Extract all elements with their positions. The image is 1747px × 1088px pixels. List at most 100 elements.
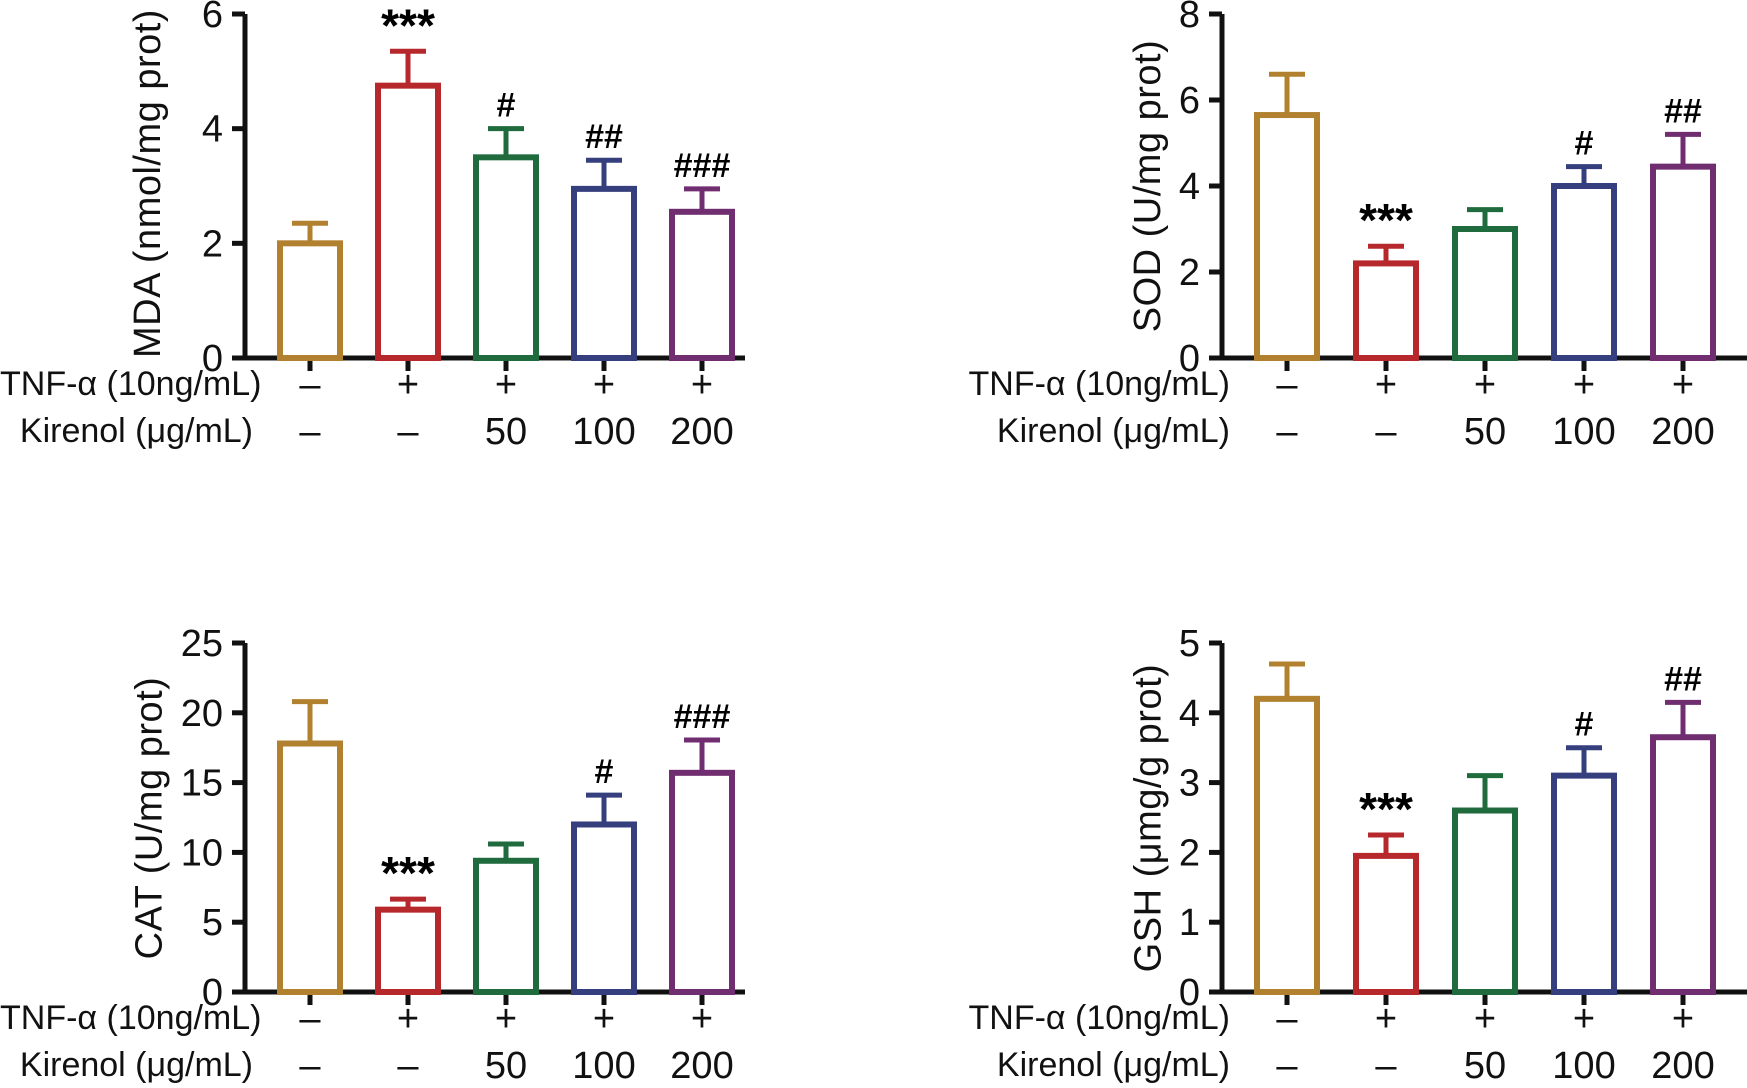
chart-cat: 0 5 10 15 20 25 – – *** + – +50 # +100 ### +200: [181, 623, 745, 1087]
annotation-value: +: [1672, 364, 1694, 406]
bar: [1452, 807, 1518, 996]
annotation-value: 200: [670, 411, 733, 453]
significance-marker: ##: [585, 118, 623, 156]
row-label-kirenol-mda: Kirenol (μg/mL): [19, 412, 253, 450]
annotation-value: 50: [485, 1045, 527, 1087]
bar: [669, 208, 735, 361]
significance-marker: #: [497, 87, 516, 125]
annotation-value: 100: [572, 411, 635, 453]
significance-marker: ***: [381, 0, 435, 51]
y-tick-label: 4: [1179, 693, 1200, 735]
row-label-tnf-sod: TNF-α (10ng/mL): [968, 365, 1230, 403]
bar: [375, 906, 441, 995]
chart-gsh: 0 1 2 3 4 5 – – *** + – +50 # +100 ## +200: [1179, 623, 1747, 1087]
row-label-kirenol-gsh: Kirenol (μg/mL): [996, 1046, 1230, 1084]
significance-marker: ***: [381, 847, 435, 899]
annotation-value: –: [299, 998, 321, 1040]
y-tick-label: 6: [1179, 80, 1200, 122]
y-tick-label: 25: [181, 623, 223, 665]
y-tick-label: 0: [202, 338, 223, 380]
annotation-value: +: [1573, 364, 1595, 406]
annotation-value: 50: [1464, 411, 1506, 453]
annotation-value: –: [299, 411, 321, 453]
significance-marker: ###: [674, 698, 731, 736]
y-axis-label-mda: MDA (nmol/mg prot): [127, 9, 169, 358]
bar: [1650, 734, 1716, 995]
annotation-value: 100: [1552, 411, 1615, 453]
bar: [277, 740, 343, 996]
annotation-value: +: [1573, 998, 1595, 1040]
y-tick-label: 2: [202, 223, 223, 265]
annotation-value: +: [1672, 998, 1694, 1040]
bar: [1254, 695, 1320, 996]
bar: [1551, 772, 1617, 995]
y-axis-label-cat: CAT (U/mg prot): [128, 676, 171, 960]
bar: [571, 821, 637, 995]
y-tick-label: 0: [1179, 972, 1200, 1014]
y-tick-label: 0: [202, 972, 223, 1014]
y-tick-label: 8: [1179, 0, 1200, 36]
bar: [1551, 183, 1617, 361]
bar: [473, 857, 539, 995]
bar: [1353, 260, 1419, 361]
y-tick-label: 4: [202, 109, 223, 151]
bar: [571, 185, 637, 361]
significance-marker: ##: [1664, 92, 1702, 130]
annotation-value: +: [1474, 364, 1496, 406]
y-tick-label: 0: [1179, 338, 1200, 380]
bar: [1452, 226, 1518, 361]
annotation-value: –: [1375, 1045, 1397, 1087]
annotation-value: +: [1474, 998, 1496, 1040]
row-label-kirenol-sod: Kirenol (μg/mL): [996, 412, 1230, 450]
annotation-value: +: [495, 998, 517, 1040]
y-tick-label: 2: [1179, 252, 1200, 294]
annotation-value: 100: [572, 1045, 635, 1087]
y-tick-label: 1: [1179, 902, 1200, 944]
significance-marker: ***: [1359, 783, 1413, 835]
chart-sod: 0 2 4 6 8 – – *** + – +50 # +100 ## +200: [1179, 0, 1747, 453]
bar: [473, 154, 539, 361]
significance-marker: #: [595, 753, 614, 791]
annotation-value: +: [397, 364, 419, 406]
annotation-value: +: [1375, 998, 1397, 1040]
significance-marker: ***: [1359, 194, 1413, 246]
annotation-value: +: [593, 364, 615, 406]
annotation-value: –: [1276, 1045, 1298, 1087]
y-tick-label: 15: [181, 763, 223, 805]
y-tick-label: 20: [181, 693, 223, 735]
row-label-kirenol-cat: Kirenol (μg/mL): [19, 1046, 253, 1084]
annotation-value: –: [1276, 364, 1298, 406]
bar: [1353, 852, 1419, 996]
y-tick-label: 2: [1179, 832, 1200, 874]
annotation-value: +: [495, 364, 517, 406]
row-label-tnf-gsh: TNF-α (10ng/mL): [968, 999, 1230, 1037]
row-label-tnf-cat: TNF-α (10ng/mL): [0, 999, 262, 1037]
annotation-value: –: [299, 1045, 321, 1087]
annotation-value: +: [397, 998, 419, 1040]
annotation-value: 100: [1552, 1045, 1615, 1087]
annotation-value: –: [1276, 998, 1298, 1040]
significance-marker: ##: [1664, 660, 1702, 698]
annotation-value: 200: [1651, 411, 1714, 453]
annotation-value: –: [1276, 411, 1298, 453]
chart-mda: 0 2 4 6 – – *** + – # +50 ## +100 ### +200: [202, 0, 745, 453]
annotation-value: –: [1375, 411, 1397, 453]
annotation-value: +: [593, 998, 615, 1040]
annotation-value: +: [1375, 364, 1397, 406]
y-tick-label: 3: [1179, 763, 1200, 805]
y-tick-label: 5: [202, 902, 223, 944]
y-tick-label: 10: [181, 832, 223, 874]
annotation-value: +: [691, 998, 713, 1040]
significance-marker: #: [1575, 706, 1594, 744]
annotation-value: 200: [1651, 1045, 1714, 1087]
annotation-value: +: [691, 364, 713, 406]
annotation-value: –: [299, 364, 321, 406]
significance-marker: ###: [674, 147, 731, 185]
annotation-value: –: [397, 411, 419, 453]
bar: [669, 769, 735, 995]
significance-marker: #: [1575, 125, 1594, 163]
annotation-value: –: [397, 1045, 419, 1087]
annotation-value: 50: [485, 411, 527, 453]
